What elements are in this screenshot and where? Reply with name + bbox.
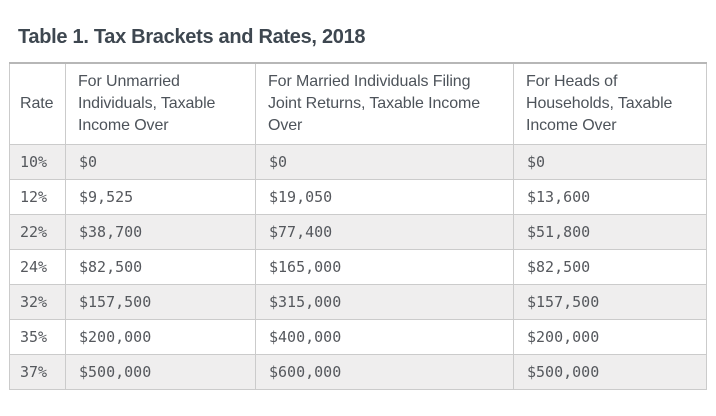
table-row: 24% $82,500 $165,000 $82,500: [9, 249, 707, 285]
table-row: 32% $157,500 $315,000 $157,500: [9, 284, 707, 320]
unmarried-cell: $82,500: [65, 249, 256, 285]
table-row: 12% $9,525 $19,050 $13,600: [9, 179, 707, 215]
married-joint-cell: $600,000: [255, 354, 514, 390]
head-of-household-cell: $157,500: [513, 284, 707, 320]
head-of-household-cell: $200,000: [513, 319, 707, 355]
table-row: 10% $0 $0 $0: [9, 144, 707, 180]
column-header-rate: Rate: [9, 62, 66, 145]
rate-cell: 10%: [9, 144, 66, 180]
married-joint-cell: $315,000: [255, 284, 514, 320]
married-joint-cell: $19,050: [255, 179, 514, 215]
rate-cell: 22%: [9, 214, 66, 250]
head-of-household-cell: $13,600: [513, 179, 707, 215]
header-row: Rate For Unmarried Individuals, Taxable …: [9, 62, 707, 145]
rate-cell: 12%: [9, 179, 66, 215]
married-joint-cell: $400,000: [255, 319, 514, 355]
rate-cell: 35%: [9, 319, 66, 355]
rate-cell: 24%: [9, 249, 66, 285]
tax-brackets-table: Rate For Unmarried Individuals, Taxable …: [9, 62, 707, 390]
head-of-household-cell: $0: [513, 144, 707, 180]
table-title: Table 1. Tax Brackets and Rates, 2018: [18, 26, 366, 48]
married-joint-cell: $165,000: [255, 249, 514, 285]
rate-cell: 37%: [9, 354, 66, 390]
column-header-married-joint: For Married Individuals Filing Joint Ret…: [255, 62, 514, 145]
married-joint-cell: $77,400: [255, 214, 514, 250]
unmarried-cell: $38,700: [65, 214, 256, 250]
column-header-head-of-household: For Heads of Households, Taxable Income …: [513, 62, 707, 145]
table-row: 37% $500,000 $600,000 $500,000: [9, 354, 707, 390]
column-header-unmarried: For Unmarried Individuals, Taxable Incom…: [65, 62, 256, 145]
head-of-household-cell: $500,000: [513, 354, 707, 390]
table-row: 35% $200,000 $400,000 $200,000: [9, 319, 707, 355]
head-of-household-cell: $51,800: [513, 214, 707, 250]
table-row: 22% $38,700 $77,400 $51,800: [9, 214, 707, 250]
unmarried-cell: $0: [65, 144, 256, 180]
rate-cell: 32%: [9, 284, 66, 320]
unmarried-cell: $157,500: [65, 284, 256, 320]
married-joint-cell: $0: [255, 144, 514, 180]
unmarried-cell: $9,525: [65, 179, 256, 215]
unmarried-cell: $200,000: [65, 319, 256, 355]
unmarried-cell: $500,000: [65, 354, 256, 390]
head-of-household-cell: $82,500: [513, 249, 707, 285]
